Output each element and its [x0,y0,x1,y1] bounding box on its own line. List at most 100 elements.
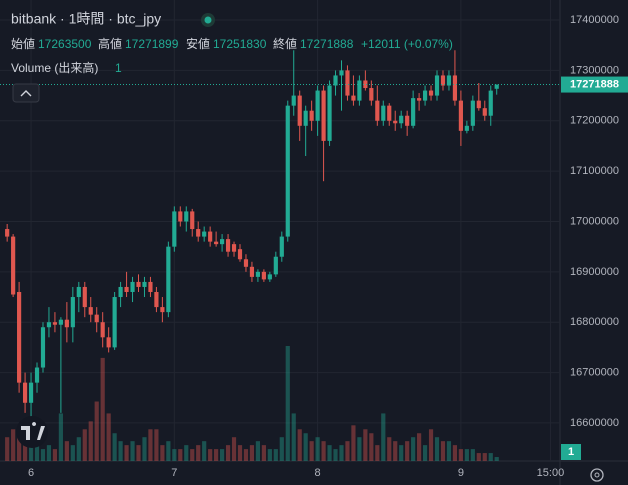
candle-body [464,125,469,131]
candle-body [381,105,386,121]
candle-body [231,244,237,252]
candle-body [446,75,452,86]
x-tick-label: 15:00 [537,467,565,479]
volume-bar [196,445,201,461]
volume-bar [88,421,93,461]
x-tick-label: 9 [458,467,464,479]
candle-body [5,229,10,237]
candle-body [154,291,159,308]
volume-bar [214,449,219,461]
volume-bar [303,433,308,461]
logo-mark [21,422,45,440]
volume-bar [428,429,434,461]
volume-bar [225,445,231,461]
volume-bar [297,429,302,461]
volume-bar [315,437,320,461]
low-label: 安値 [186,36,210,51]
volume-bar [363,429,368,461]
candle-body [208,231,213,242]
volume-bar [58,413,63,461]
candle-body [303,110,308,126]
candle-body [267,274,272,280]
volume-bar [231,437,237,461]
y-tick-label: 16700000 [570,366,619,378]
volume-bar [166,441,171,461]
volume-bar [118,441,123,461]
candle-body [124,286,129,292]
candle-body [34,367,40,383]
open-value: 17263500 [38,37,92,51]
volume-bar [160,445,165,461]
x-tick-label: 7 [171,467,177,479]
volume-bar [124,445,129,461]
candle-body [220,239,225,245]
candle-body [428,90,434,96]
candle-body [405,115,410,126]
candle-body [291,95,296,106]
candle-body [434,75,440,96]
volume-bar [285,346,290,461]
candle-body [339,70,344,76]
y-tick-label: 17300000 [570,64,619,76]
candle-body [273,256,278,275]
volume-bar [243,449,249,461]
settings-icon-center [594,472,600,478]
volume-bar [494,457,499,461]
last-volume-label: 1 [568,446,574,458]
candle-body [64,319,69,328]
candle-body [28,382,34,403]
candle-body [243,259,249,267]
candle-body [285,105,290,237]
volume-bar [464,449,469,461]
candle-body [202,231,207,237]
volume-bar [375,445,380,461]
candle-body [482,108,487,116]
candle-body [17,291,22,383]
status-dot [204,16,212,24]
volume-bar [136,445,141,461]
last-volume-tag [561,444,581,460]
candle-body [393,120,398,124]
volume-bar [52,449,58,461]
volume-bar [417,433,422,461]
candle-body [178,211,183,222]
volume-bar [5,437,10,461]
candle-body [363,80,368,89]
volume-bar [321,441,326,461]
y-tick-label: 17400000 [570,14,619,26]
candle-body [52,322,58,325]
candle-body [411,98,416,126]
candle-body [375,100,380,121]
volume-value: 1 [115,61,122,75]
y-tick-label: 17100000 [570,165,619,177]
volume-bar [142,437,147,461]
candle-body [70,297,75,328]
change-value: +12011 (+0.07%) [361,37,453,51]
candle-body [112,297,117,348]
candle-body [172,211,177,247]
volume-bar [11,429,16,461]
collapse-button[interactable] [12,83,40,103]
volume-label: Volume (出来高) [11,60,98,75]
candle-body [315,90,320,121]
volume-bar [172,449,177,461]
candle-body [225,239,231,252]
volume-bar [154,429,159,461]
volume-bar [76,437,81,461]
candle-body [249,266,255,277]
candle-body [321,90,326,141]
volume-bar [46,445,52,461]
candle-body [387,105,392,121]
volume-bar [273,449,278,461]
settings-icon[interactable] [590,468,604,482]
volume-bar [339,445,344,461]
volume-bar [291,413,296,461]
logo-bg [16,416,48,448]
volume-bar [422,445,428,461]
candle-body [88,307,93,315]
volume-bar [148,429,153,461]
volume-bar [22,441,28,461]
volume-bar [202,441,207,461]
candle-body [345,70,350,96]
